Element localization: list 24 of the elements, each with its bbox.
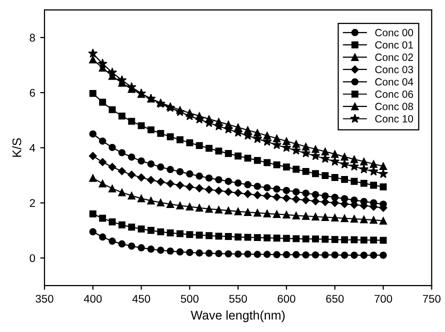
- legend-label: Conc 00: [375, 28, 414, 36]
- legend-label: Conc 10: [375, 115, 414, 122]
- x-tick-label: 500: [180, 294, 199, 303]
- x-tick-label: 400: [84, 294, 102, 303]
- y-axis-title: K/S: [12, 138, 22, 157]
- x-tick-label: 700: [374, 294, 392, 303]
- legend-label: Conc 04: [375, 78, 414, 86]
- y-tick-label: 4: [30, 144, 36, 152]
- x-tick-label: 650: [326, 294, 344, 303]
- x-tick-label: 750: [422, 294, 440, 303]
- x-tick-label: 600: [278, 294, 296, 303]
- y-tick-label: 2: [30, 199, 35, 207]
- y-tick-label: 6: [30, 88, 35, 97]
- legend-label: Conc 02: [375, 54, 413, 61]
- legend-label: Conc 08: [375, 102, 414, 110]
- y-tick-label: 8: [30, 34, 35, 42]
- y-tick-label: 0: [30, 254, 36, 262]
- legend-label: Conc 01: [375, 41, 413, 49]
- legend-label: Conc 06: [375, 90, 414, 98]
- x-tick-label: 550: [229, 294, 247, 303]
- legend-label: Conc 03: [375, 66, 414, 74]
- x-tick-label: 350: [36, 294, 54, 303]
- x-tick-label: 450: [132, 294, 150, 303]
- x-axis-title: Wave length(nm): [190, 310, 285, 322]
